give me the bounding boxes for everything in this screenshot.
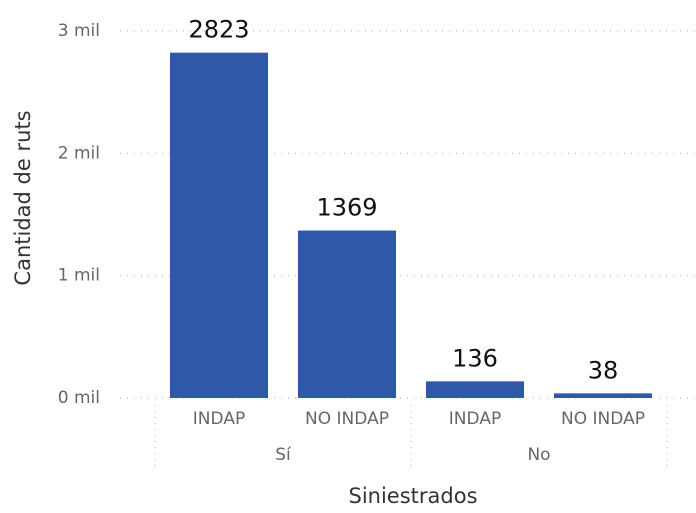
- x-tick-label: NO INDAP: [305, 409, 389, 429]
- group-label: No: [527, 445, 550, 465]
- bar: [554, 393, 652, 398]
- data-label: 2823: [188, 16, 249, 44]
- group-label: Sí: [275, 445, 292, 465]
- x-axis-title: Siniestrados: [348, 484, 477, 508]
- y-tick-label: 3 mil: [58, 21, 100, 41]
- bar: [298, 230, 396, 398]
- data-label: 38: [588, 356, 619, 384]
- bar: [426, 381, 524, 398]
- data-label: 1369: [316, 194, 377, 222]
- y-axis-title: Cantidad de ruts: [11, 110, 35, 285]
- x-tick-label: INDAP: [449, 409, 501, 429]
- x-tick-label: INDAP: [193, 409, 245, 429]
- x-tick-label: NO INDAP: [561, 409, 645, 429]
- y-tick-label: 0 mil: [58, 388, 100, 408]
- y-tick-label: 2 mil: [58, 143, 100, 163]
- data-label: 136: [452, 344, 498, 372]
- y-tick-label: 1 mil: [58, 266, 100, 286]
- bar: [170, 52, 268, 398]
